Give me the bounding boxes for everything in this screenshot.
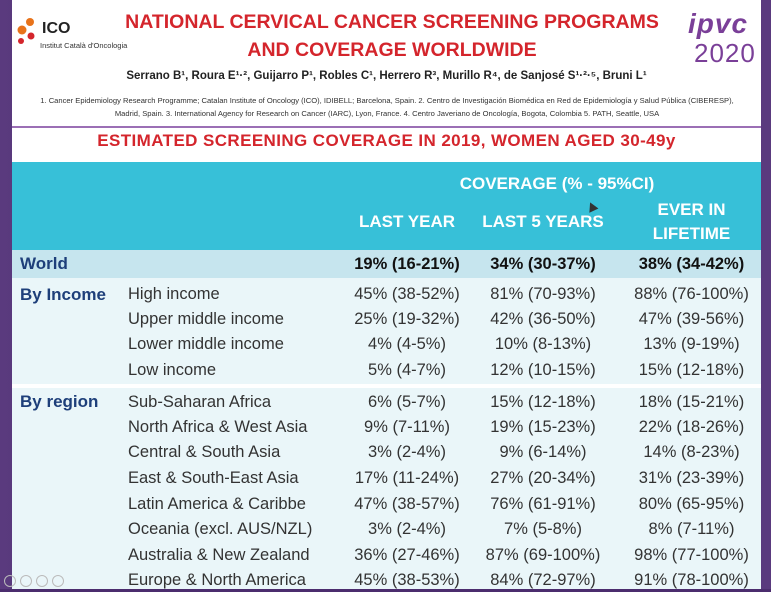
world-last-5-years: 34% (30-37%) xyxy=(490,255,596,273)
column-ever-line-1: EVER IN xyxy=(657,200,726,219)
cell-last-5-years: 81% (70-93%) xyxy=(490,285,596,303)
cell-last-year: 17% (11-24%) xyxy=(354,469,460,487)
zoom-icon[interactable] xyxy=(52,575,64,587)
cell-last-year: 4% (4-5%) xyxy=(368,335,446,353)
poster-title: NATIONAL CERVICAL CANCER SCREENING PROGR… xyxy=(122,8,662,64)
cell-ever: 14% (8-23%) xyxy=(643,443,740,461)
affiliations: 1. Cancer Epidemiology Research Programm… xyxy=(18,94,756,120)
cell-ever: 80% (65-95%) xyxy=(638,495,745,513)
cell-last-5-years: 9% (6-14%) xyxy=(499,443,587,461)
region-group-label: By region xyxy=(20,392,99,411)
poster-title-line-1: NATIONAL CERVICAL CANCER SCREENING PROGR… xyxy=(125,11,659,33)
column-ever-in-lifetime: EVER IN LIFETIME xyxy=(622,198,761,246)
world-last-year: 19% (16-21%) xyxy=(354,255,460,273)
cell-ever: 15% (12-18%) xyxy=(638,361,745,379)
ico-logo-name: ICO xyxy=(42,20,71,37)
cell-last-year: 3% (2-4%) xyxy=(368,443,446,461)
cell-last-year: 45% (38-53%) xyxy=(354,571,460,589)
cell-ever: 91% (78-100%) xyxy=(634,571,749,589)
row-label: Oceania (excl. AUS/NZL) xyxy=(128,520,313,538)
row-label: Central & South Asia xyxy=(128,443,281,461)
cell-ever: 8% (7-11%) xyxy=(648,520,735,538)
cell-ever: 22% (18-26%) xyxy=(638,418,745,436)
group-separator xyxy=(12,384,761,388)
cell-last-5-years: 7% (5-8%) xyxy=(504,520,582,538)
cell-last-5-years: 84% (72-97%) xyxy=(490,571,596,589)
region-group-band xyxy=(12,388,761,589)
row-label: Low income xyxy=(128,361,217,379)
authors: Serrano B¹, Roura E¹·², Guijarro P¹, Rob… xyxy=(126,70,647,82)
cell-last-year: 36% (27-46%) xyxy=(354,546,460,564)
income-group-band xyxy=(12,278,761,384)
income-group-label: By Income xyxy=(20,285,106,304)
next-slide-icon[interactable] xyxy=(20,575,32,587)
table-title: ESTIMATED SCREENING COVERAGE IN 2019, WO… xyxy=(97,131,676,150)
row-label: Latin America & Caribbe xyxy=(128,495,306,513)
ico-logo-subtitle: Institut Català d'Oncologia xyxy=(40,41,128,50)
row-label: Lower middle income xyxy=(128,335,284,353)
cell-last-year: 45% (38-52%) xyxy=(354,285,460,303)
cell-last-year: 47% (38-57%) xyxy=(354,495,460,513)
row-label: Sub-Saharan Africa xyxy=(128,393,272,411)
cell-last-5-years: 15% (12-18%) xyxy=(490,393,596,411)
cell-ever: 98% (77-100%) xyxy=(634,546,749,564)
row-label: Europe & North America xyxy=(128,571,306,589)
cell-last-5-years: 12% (10-15%) xyxy=(490,361,596,379)
cell-last-year: 25% (19-32%) xyxy=(354,310,460,328)
cell-last-5-years: 76% (61-91%) xyxy=(490,495,596,513)
world-row-band xyxy=(12,250,761,278)
column-last-5-years: LAST 5 YEARS xyxy=(482,212,604,231)
presentation-controls[interactable] xyxy=(0,574,80,589)
column-last-year: LAST YEAR xyxy=(358,212,456,231)
cell-last-5-years: 19% (15-23%) xyxy=(490,418,596,436)
world-ever: 38% (34-42%) xyxy=(638,255,745,273)
cell-last-year: 5% (4-7%) xyxy=(368,361,446,379)
cell-ever: 18% (15-21%) xyxy=(638,393,745,411)
ico-logo-icon xyxy=(17,18,35,44)
row-label: Australia & New Zealand xyxy=(128,546,310,564)
cell-ever: 88% (76-100%) xyxy=(634,285,749,303)
cell-ever: 13% (9-19%) xyxy=(643,335,740,353)
pen-icon[interactable] xyxy=(36,575,48,587)
ico-logo: ICO Institut Català d'Oncologia xyxy=(12,12,142,56)
row-label: High income xyxy=(128,285,220,303)
coverage-header: COVERAGE (% - 95%CI) xyxy=(459,174,655,193)
cell-last-year: 3% (2-4%) xyxy=(368,520,446,538)
cell-ever: 31% (23-39%) xyxy=(638,469,745,487)
previous-slide-icon[interactable] xyxy=(4,575,16,587)
poster-title-line-2: AND COVERAGE WORLDWIDE xyxy=(247,39,537,61)
cell-last-5-years: 42% (36-50%) xyxy=(490,310,596,328)
cell-last-year: 6% (5-7%) xyxy=(368,393,446,411)
cell-last-5-years: 87% (69-100%) xyxy=(485,546,601,564)
ipvc-logo: ipvc 2020 xyxy=(684,8,759,68)
cell-ever: 47% (39-56%) xyxy=(638,310,745,328)
world-label: World xyxy=(20,254,68,273)
ipvc-logo-year: 2020 xyxy=(694,38,756,68)
header-divider xyxy=(12,126,761,128)
row-label: East & South-East Asia xyxy=(128,469,299,487)
ipvc-logo-text: ipvc xyxy=(688,8,749,39)
cell-last-year: 9% (7-11%) xyxy=(364,418,450,436)
cell-last-5-years: 10% (8-13%) xyxy=(494,335,592,353)
affiliations-line-2: Madrid, Spain. 3. International Agency f… xyxy=(114,109,660,118)
affiliations-line-1: 1. Cancer Epidemiology Research Programm… xyxy=(40,96,734,105)
cell-last-5-years: 27% (20-34%) xyxy=(490,469,596,487)
table-header: COVERAGE (% - 95%CI) LAST YEAR LAST 5 YE… xyxy=(12,162,761,250)
row-label: Upper middle income xyxy=(128,310,284,328)
slide: ICO Institut Català d'Oncologia NATIONAL… xyxy=(12,0,761,589)
row-label: North Africa & West Asia xyxy=(128,418,308,436)
column-ever-line-2: LIFETIME xyxy=(652,224,731,243)
